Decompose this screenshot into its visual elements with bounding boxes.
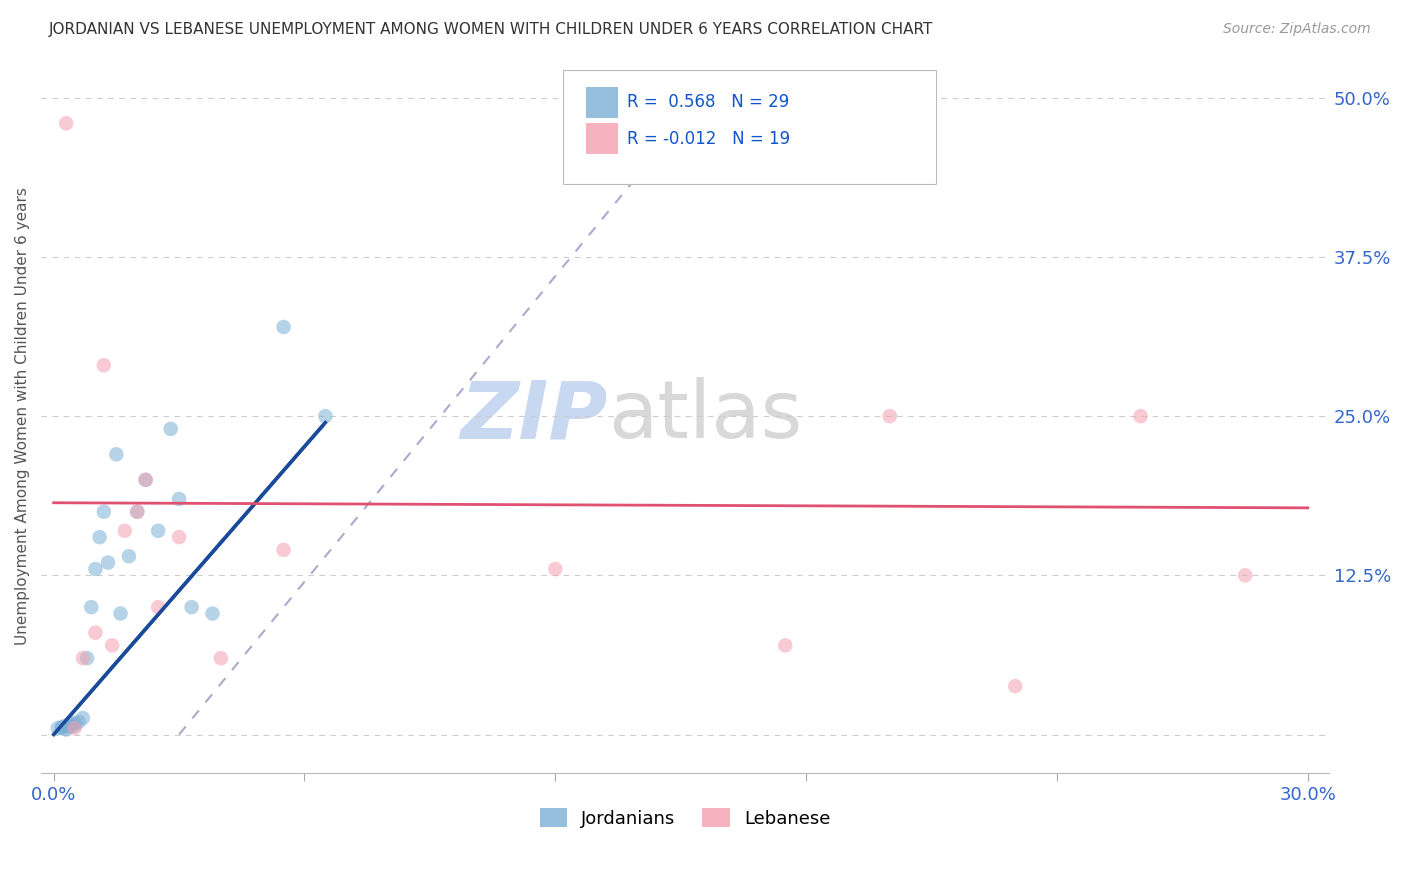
Point (80, 600, 103, 615)
Point (46, 721, 69, 735)
Point (72, 651, 94, 665)
Point (127, 505, 149, 519)
Point (55, 723, 77, 737)
Point (59, 720, 82, 734)
Point (97, 556, 120, 570)
Point (72, 711, 94, 725)
Point (1234, 568, 1257, 582)
FancyBboxPatch shape (586, 123, 619, 154)
FancyBboxPatch shape (586, 87, 619, 118)
Text: Source: ZipAtlas.com: Source: ZipAtlas.com (1223, 22, 1371, 37)
Point (118, 549, 141, 564)
Point (544, 562, 567, 576)
Point (84, 625, 107, 640)
Point (55, 718, 77, 732)
Text: JORDANIAN VS LEBANESE UNEMPLOYMENT AMONG WOMEN WITH CHILDREN UNDER 6 YEARS CORRE: JORDANIAN VS LEBANESE UNEMPLOYMENT AMONG… (49, 22, 934, 37)
Point (51, 721, 73, 735)
Point (201, 607, 224, 621)
Point (84, 562, 107, 576)
Point (59, 717, 82, 731)
Point (67, 714, 90, 729)
Point (51, 720, 73, 734)
Point (146, 524, 169, 538)
Point (775, 639, 797, 653)
Point (63, 716, 86, 731)
Point (1129, 409, 1152, 424)
Point (314, 409, 336, 424)
Point (76, 651, 98, 665)
Y-axis label: Unemployment Among Women with Children Under 6 years: Unemployment Among Women with Children U… (15, 187, 30, 645)
Point (93, 505, 115, 519)
Point (159, 422, 181, 436)
Point (63, 721, 86, 735)
Point (273, 542, 295, 557)
Point (879, 409, 901, 424)
Text: ZIP: ZIP (460, 377, 607, 455)
Point (110, 607, 132, 621)
Legend: Jordanians, Lebanese: Jordanians, Lebanese (533, 801, 838, 835)
Point (135, 473, 157, 487)
Point (105, 447, 128, 461)
Text: R =  0.568   N = 29: R = 0.568 N = 29 (627, 94, 789, 112)
Point (89, 530, 111, 544)
Text: atlas: atlas (607, 377, 801, 455)
Point (209, 651, 232, 665)
Point (135, 473, 157, 487)
Point (167, 491, 190, 506)
Point (146, 600, 169, 615)
Point (93, 358, 115, 372)
Point (55, 116, 77, 130)
Point (101, 639, 124, 653)
Point (167, 530, 190, 544)
Point (63, 718, 86, 732)
Text: R = -0.012   N = 19: R = -0.012 N = 19 (627, 129, 790, 148)
Point (273, 320, 295, 334)
Point (127, 505, 149, 519)
FancyBboxPatch shape (562, 70, 936, 185)
Point (180, 600, 202, 615)
Point (1004, 679, 1026, 693)
Point (114, 524, 136, 538)
